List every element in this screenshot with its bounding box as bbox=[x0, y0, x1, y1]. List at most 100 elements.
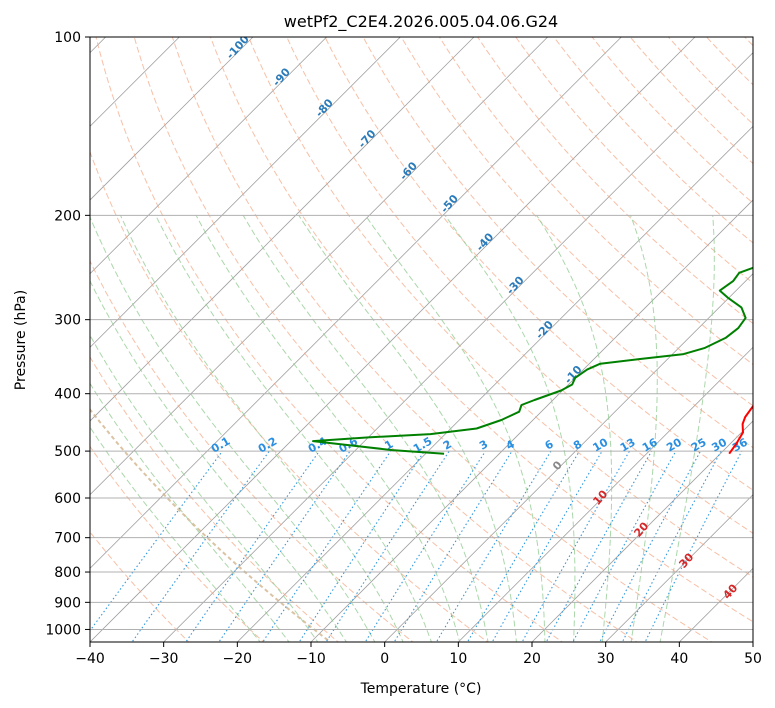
moist-adiabat-line bbox=[444, 215, 576, 642]
moist-adiabat-line bbox=[90, 334, 319, 642]
y-tick-label: 300 bbox=[54, 313, 81, 329]
y-tick-label: 400 bbox=[54, 387, 81, 403]
y-tick-label: 900 bbox=[54, 595, 81, 611]
isotherm-label: -50 bbox=[438, 192, 461, 216]
surface-temp-label: 0 bbox=[550, 458, 565, 473]
gridline-layer bbox=[90, 36, 753, 630]
isotherm-line bbox=[605, 494, 753, 642]
dry-adiabat-line bbox=[324, 37, 753, 491]
mixing-ratio-label: 0.1 bbox=[209, 435, 232, 456]
x-tick-label: 0 bbox=[380, 651, 389, 667]
mixing-ratio-label: 16 bbox=[640, 435, 660, 454]
axis-ticks-layer: −40 −30 −20 −10 0 10 20 30 40 5010009008007006005… bbox=[45, 30, 762, 667]
series-layer bbox=[312, 266, 753, 455]
x-tick-label: 30 bbox=[597, 651, 615, 667]
isotherm-label: -60 bbox=[397, 159, 420, 183]
temperature-line bbox=[728, 404, 753, 455]
isotherm-line bbox=[752, 641, 753, 642]
mixing-ratio-line bbox=[364, 450, 486, 642]
isotherm-line bbox=[384, 273, 753, 642]
isotherm-label: -80 bbox=[313, 96, 336, 120]
moist-adiabat-line bbox=[536, 215, 613, 642]
x-tick-label: 50 bbox=[744, 651, 762, 667]
mixing-ratio-label: 6 bbox=[543, 437, 556, 452]
x-tick-label: 40 bbox=[670, 651, 688, 667]
y-tick-label: 500 bbox=[54, 444, 81, 460]
y-tick-label: 700 bbox=[54, 531, 81, 547]
x-tick-label: −40 bbox=[75, 651, 105, 667]
dry-adiabat-line bbox=[90, 356, 340, 642]
y-axis-label: Pressure (hPa) bbox=[13, 290, 29, 390]
line-labels-layer: 0.1 0.2 0.4 0.6 1 1.5 2 3 4 6 8 10 13 16 20 25 30 36-100-… bbox=[209, 37, 750, 602]
mixing-ratio-label: 0.4 bbox=[306, 434, 330, 455]
mixing-ratio-line bbox=[185, 450, 320, 642]
dewpoint-line bbox=[312, 266, 753, 455]
moist-adiabat-line bbox=[120, 215, 404, 642]
isotherm-line bbox=[163, 52, 753, 642]
plot-frame bbox=[89, 36, 754, 643]
surface-temp-label: 20 bbox=[631, 519, 651, 539]
isotherm-line bbox=[90, 37, 401, 348]
x-tick-label: 20 bbox=[523, 651, 541, 667]
moist-adiabat-line bbox=[659, 215, 715, 642]
dry-adiabat-line bbox=[667, 37, 753, 125]
mixing-ratio-line bbox=[262, 450, 392, 642]
isotherm-line bbox=[90, 37, 622, 569]
x-tick-label: −30 bbox=[149, 651, 179, 667]
isotherm-line bbox=[90, 37, 327, 275]
mixing-ratio-line bbox=[393, 450, 513, 642]
isotherm-label: -30 bbox=[504, 273, 527, 297]
moist-adiabat-line bbox=[364, 215, 546, 642]
mixing-ratio-line bbox=[644, 450, 743, 642]
isotherm-line bbox=[90, 37, 696, 642]
dry-adiabat-line bbox=[438, 37, 753, 366]
moist-adiabat-line bbox=[155, 215, 432, 642]
moist-adiabat-line bbox=[195, 215, 461, 642]
mixing-ratio-label: 25 bbox=[689, 436, 709, 455]
y-tick-label: 100 bbox=[54, 30, 81, 46]
dry-adiabat-line bbox=[515, 37, 753, 284]
moist-adiabat-line bbox=[90, 279, 347, 642]
isotherm-line bbox=[679, 567, 753, 642]
dry-adiabat-line bbox=[770, 24, 775, 645]
mixing-ratio-line bbox=[466, 450, 580, 642]
mixing-ratio-label: 2 bbox=[441, 438, 454, 453]
mixing-ratio-line bbox=[621, 450, 722, 642]
dry-adiabat-line bbox=[209, 37, 753, 623]
isotherm-line bbox=[90, 37, 475, 422]
mixing-ratio-line bbox=[90, 450, 223, 632]
y-tick-label: 600 bbox=[54, 491, 81, 507]
isotherm-label: -40 bbox=[473, 230, 496, 254]
mixing-ratio-label: 30 bbox=[709, 435, 729, 454]
x-tick-label: −10 bbox=[296, 651, 326, 667]
isotherm-label: -20 bbox=[533, 318, 556, 342]
surface-temp-label: 10 bbox=[590, 487, 610, 507]
y-tick-label: 800 bbox=[54, 565, 81, 581]
mixing-ratio-label: 8 bbox=[571, 438, 584, 453]
isotherm-label: -90 bbox=[270, 65, 293, 89]
dry-adiabat-line bbox=[744, 37, 753, 47]
dry-adiabat-line bbox=[362, 37, 753, 449]
dry-adiabat-line bbox=[133, 37, 638, 642]
mixing-ratio-line bbox=[131, 450, 270, 642]
dry-adiabat-line bbox=[629, 37, 753, 165]
moist-adiabat-line bbox=[242, 215, 489, 642]
moist-adiabat-line bbox=[630, 215, 658, 642]
isotherm-line bbox=[458, 346, 753, 642]
dry-adiabat-line bbox=[90, 259, 414, 642]
moist-adiabat-line bbox=[90, 426, 261, 642]
x-tick-label: 10 bbox=[449, 651, 467, 667]
isotherm-line bbox=[90, 37, 254, 201]
mixing-ratio-line bbox=[325, 450, 450, 642]
moist-adiabat-line bbox=[90, 215, 376, 642]
mixing-ratio-label: 20 bbox=[664, 435, 684, 454]
moist-adiabat-line bbox=[298, 215, 518, 642]
mixing-ratio-line bbox=[298, 450, 425, 642]
x-tick-label: −20 bbox=[223, 651, 253, 667]
mixing-ratio-line bbox=[218, 450, 351, 642]
special-adiabat-line bbox=[90, 407, 332, 642]
dry-adiabat-line bbox=[400, 37, 753, 407]
y-tick-label: 200 bbox=[54, 208, 81, 224]
